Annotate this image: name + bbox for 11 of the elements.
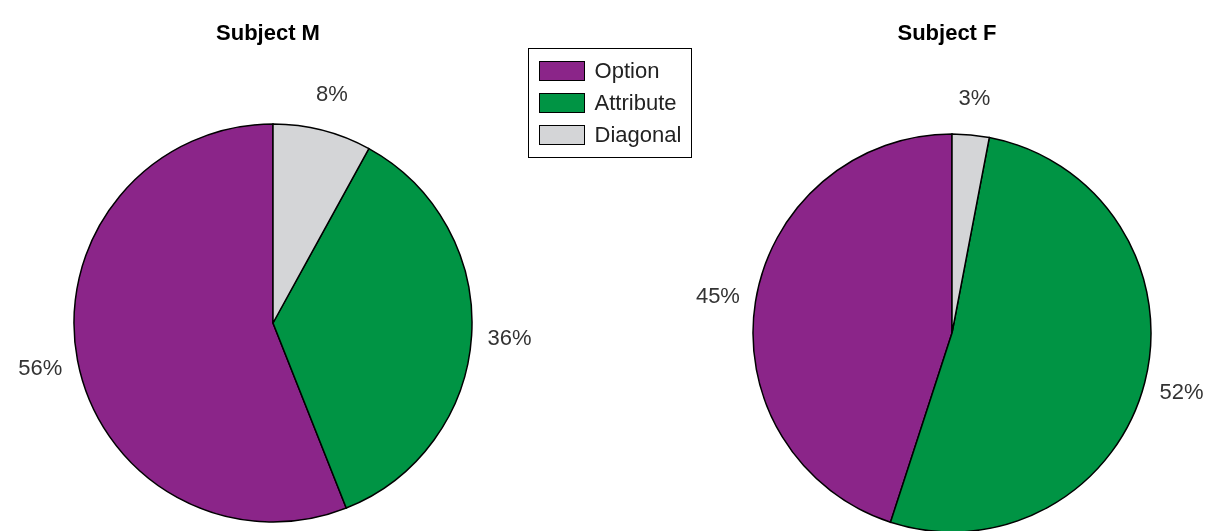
data-label: 36% <box>487 325 532 351</box>
data-label: 3% <box>958 84 991 110</box>
data-label: 45% <box>695 283 740 309</box>
slice-label: Subject F <box>896 20 998 46</box>
data-label: 56% <box>18 354 63 380</box>
data-label: 52% <box>1159 379 1204 405</box>
data-label: 8% <box>316 80 348 106</box>
legend-label: Diagonal <box>594 122 682 148</box>
slice-label: Subject M <box>215 20 321 46</box>
legend-label: Attribute <box>594 90 677 116</box>
legend-label: Option <box>594 58 660 84</box>
